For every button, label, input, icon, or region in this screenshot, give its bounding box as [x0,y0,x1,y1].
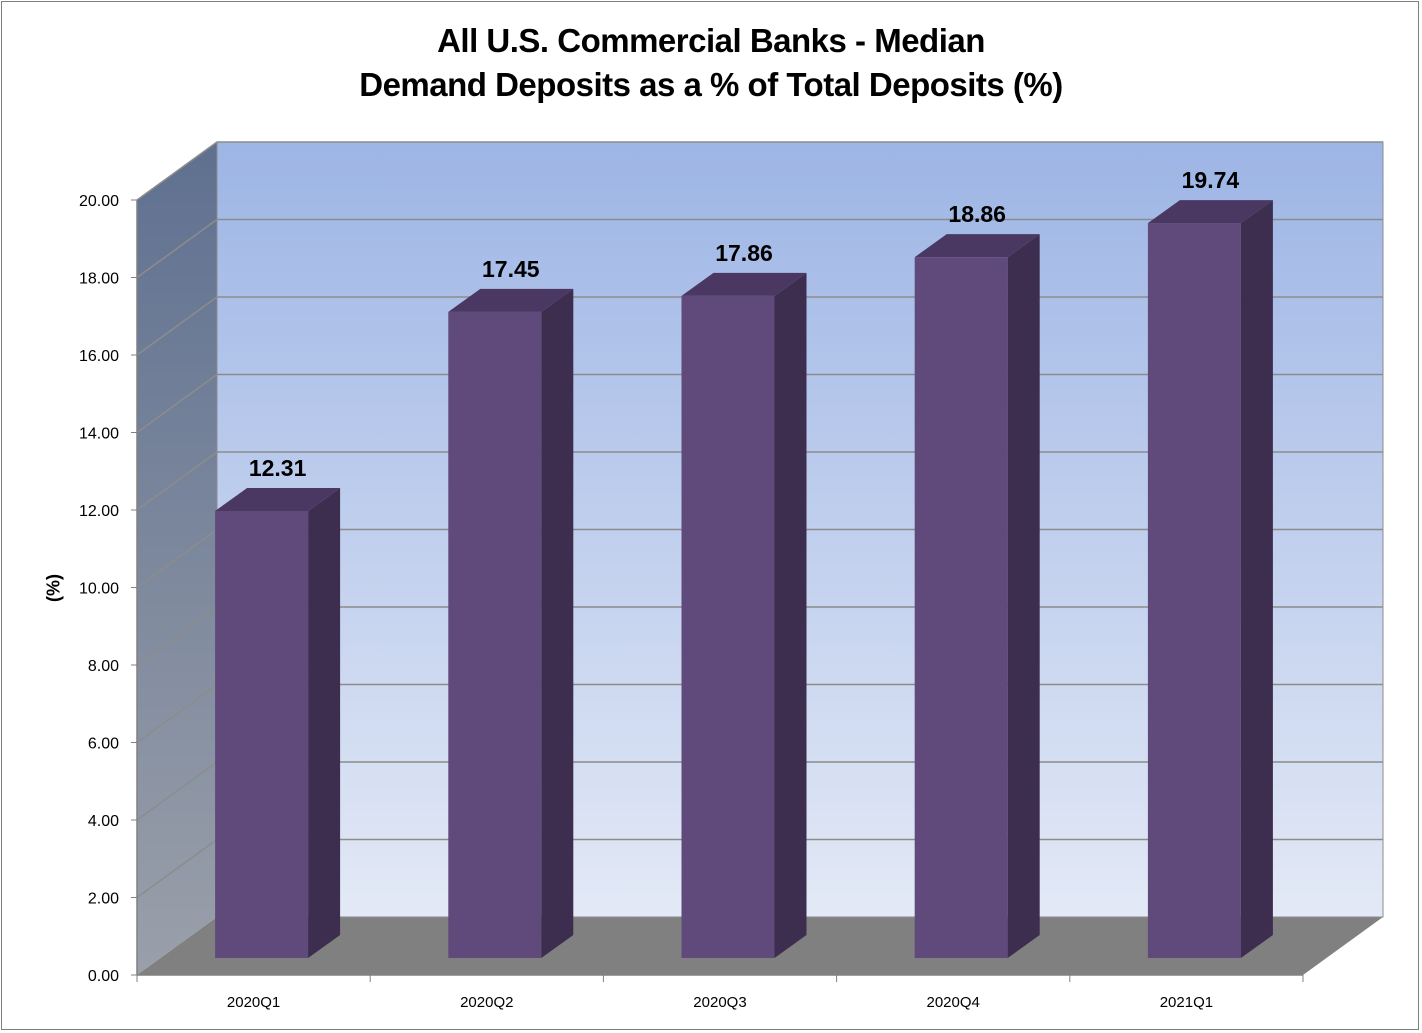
gridline-side [136,451,218,511]
bar-top [1147,200,1273,224]
data-label: 18.86 [948,201,1006,227]
x-tick-label: 2020Q2 [460,994,513,1011]
x-tick-label: 2021Q1 [1160,994,1213,1011]
bar-front [914,257,1008,958]
gridline-side [136,528,218,589]
y-tick-label: 10.00 [79,581,119,598]
bar-top [914,234,1040,258]
bar-top [215,487,341,511]
bars: 12.31 17.45 17.86 18.86 19.74 [215,167,1273,959]
data-label: 19.74 [1182,167,1240,193]
gridline-side [136,761,218,821]
gridline-side [136,606,218,666]
bar-side [308,487,341,958]
bar-front [448,311,542,958]
bar-side [541,288,574,958]
x-tick-label: 2020Q1 [227,994,280,1011]
bar-side [1007,234,1040,959]
y-tick-label: 16.00 [79,348,119,365]
data-label: 17.45 [482,256,540,282]
x-tick-label: 2020Q4 [927,994,980,1011]
y-tick-label: 12.00 [79,503,119,520]
y-tick-label: 8.00 [88,658,119,675]
bar-side [1240,200,1273,958]
axes: 0.00 2.00 4.00 6.00 8.00 10.00 12.00 14.00 16.00… [79,193,1304,1011]
gridline-side [136,218,218,279]
data-label: 17.86 [715,240,773,266]
bar-top [448,288,574,312]
gridline-side [136,141,218,201]
data-label: 12.31 [249,455,307,481]
chart-title-line-2: Demand Deposits as a % of Total Deposits… [359,66,1063,103]
bar-front [215,510,309,958]
chart-title-line-1: All U.S. Commercial Banks - Median [437,22,985,59]
y-tick-label: 20.00 [79,193,119,210]
y-tick-label: 0.00 [88,968,119,985]
y-tick-label: 2.00 [88,891,119,908]
x-tick-label: 2020Q3 [693,994,746,1011]
bar-side [774,272,807,958]
bar-front [1147,223,1241,958]
bar-top [681,272,807,296]
bar-front [681,295,775,958]
gridline-side [136,296,218,356]
gridline-side [136,683,218,744]
y-tick-label: 6.00 [88,736,119,753]
gridline-side [136,838,218,899]
gridline-side [136,373,218,434]
y-tick-label: 18.00 [79,271,119,288]
y-tick-label: 4.00 [88,813,119,830]
y-tick-label: 14.00 [79,426,119,443]
